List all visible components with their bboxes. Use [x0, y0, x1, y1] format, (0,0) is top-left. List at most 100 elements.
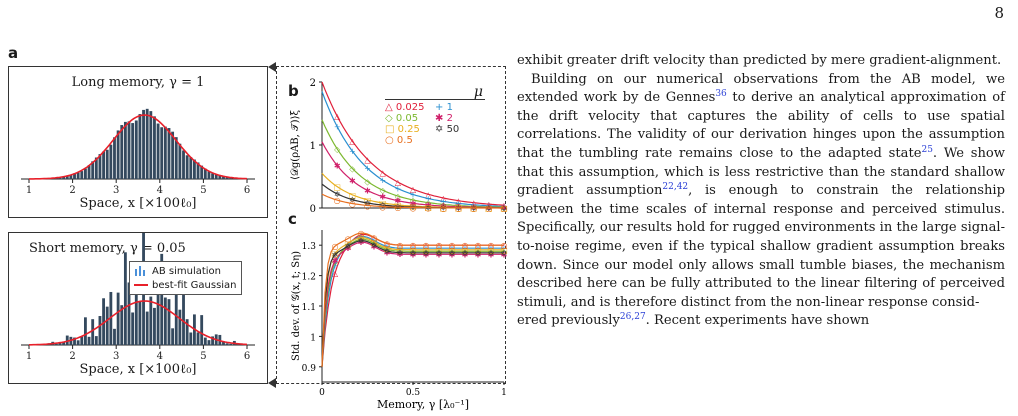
panel-b-marker: △ [364, 155, 371, 164]
hist-bar [189, 332, 193, 345]
panel-c-marker: ○ [371, 233, 378, 242]
panel-c-marker: □ [357, 234, 365, 243]
panel-b-marker: △ [425, 190, 432, 199]
panel-b-marker: ◇ [364, 177, 371, 186]
panel-b-marker: + [364, 164, 371, 173]
panel-b-marker: ✱ [410, 199, 417, 208]
panel-c-marker: ✡ [345, 242, 352, 251]
panel-b-marker: ○ [425, 204, 432, 212]
hist-bar [73, 173, 76, 179]
hist-bar [200, 165, 204, 179]
hist-bar [196, 332, 200, 345]
panel-c-label: c [288, 210, 297, 228]
hist-bar [145, 108, 149, 179]
ref-22-42[interactable]: 22,42 [662, 182, 689, 193]
hist-bar [134, 288, 138, 345]
hist-bar [116, 130, 120, 179]
hist-bar [98, 316, 102, 345]
mu-legend-marker: ○ [385, 135, 394, 146]
hist-bar [123, 252, 127, 345]
panel-b-marker: ✱ [334, 161, 341, 170]
mu-legend-item: + 1 [435, 102, 453, 113]
panel-b-marker: ✱ [440, 202, 447, 211]
hist-bar [142, 109, 145, 179]
ref-26-27[interactable]: 26,27 [619, 312, 646, 323]
hist-bar [222, 176, 225, 179]
panel-b-marker: ✱ [349, 177, 356, 186]
hist-bar [193, 159, 196, 179]
panel-b-ylabel: ⟨𝒟g(ρAB, 𝒯)⟩ξ [290, 110, 301, 180]
panel-b-marker: ◇ [410, 196, 417, 205]
hist-bar [102, 298, 105, 345]
ref-36[interactable]: 36 [715, 89, 727, 100]
hist-bar [185, 155, 189, 179]
mu-legend-marker: □ [385, 124, 395, 135]
hist-bar [87, 336, 91, 345]
hist-bar [156, 123, 160, 179]
mu-legend-marker: ✱ [435, 113, 444, 124]
panel-c-marker: + [488, 244, 495, 253]
hist-bar [58, 177, 62, 179]
hist-bottom-xlabel: Space, x [×100ℓ₀] [79, 362, 197, 377]
hist-bar [160, 253, 164, 345]
hist-tick-label: 2 [69, 185, 75, 196]
hist-bar [214, 174, 218, 179]
hist-bar [91, 161, 95, 179]
mu-legend-label: 50 [443, 124, 460, 135]
hist-bar [94, 157, 98, 179]
panel-c-marker: + [371, 236, 378, 245]
hist-bar [218, 175, 222, 179]
panel-b-marker: ◇ [349, 164, 356, 173]
hist-bar [203, 168, 207, 179]
ref-25[interactable]: 25 [921, 144, 933, 155]
panel-c-marker: □ [396, 246, 404, 255]
hist-bar [182, 150, 185, 179]
sim-bars-icon [135, 266, 145, 276]
panel-c-marker: ✱ [371, 242, 378, 251]
panel-a-label: a [8, 44, 19, 62]
panel-b-marker: △ [334, 112, 341, 121]
panel-c-marker: ✱ [397, 250, 404, 259]
hist-tick-label: 6 [244, 185, 250, 196]
panel-c-marker: ✡ [462, 249, 469, 258]
hist-tick-label: 2 [69, 351, 75, 362]
panel-b-marker: △ [410, 185, 417, 194]
hist-bar [127, 282, 131, 345]
panel-b-marker: □ [364, 196, 372, 205]
panel-b-marker: △ [486, 200, 493, 209]
panel-c-marker: + [397, 244, 404, 253]
panel-c-marker: ○ [462, 241, 469, 250]
panel-b-marker: ○ [394, 203, 401, 212]
panel-c-marker: + [436, 244, 443, 253]
body-text: exhibit greater drift velocity than pred… [517, 52, 1005, 331]
panel-c-marker: □ [474, 246, 482, 255]
panel-c-marker: ○ [410, 241, 417, 250]
panel-b-plot: 012⟨𝒟g(ρAB, 𝒯)⟩ξ △△△△△△△ △ △ △ △ △++++++ + + + + + +… [290, 78, 508, 212]
panel-b-marker: ○ [410, 204, 417, 212]
panel-c-marker: □ [422, 246, 430, 255]
panel-b-marker: □ [333, 183, 341, 192]
panel-c-marker: □ [331, 249, 339, 258]
panel-c-marker: ◇ [384, 245, 391, 254]
mu-legend-item: ○ 0.5 [385, 135, 413, 146]
hist-bar [207, 340, 211, 345]
panel-c-marker: ✡ [488, 249, 495, 258]
panel-c-marker: ○ [475, 241, 482, 250]
panel-b-marker: ◇ [440, 200, 447, 209]
panel-b-marker: ✱ [364, 186, 371, 195]
mu-legend-marker: △ [385, 102, 393, 113]
panel-c-marker: ○ [384, 239, 391, 248]
mu-legend-marker: ◇ [385, 113, 393, 124]
panel-c-marker: □ [409, 246, 417, 255]
hist-bar [113, 137, 116, 179]
panel-b-marker: ✡ [334, 190, 341, 199]
panel-c-marker: ◇ [462, 247, 469, 256]
panel-b-marker: ◇ [334, 145, 341, 154]
hist-bar [178, 143, 182, 179]
panel-c-marker: ✱ [475, 250, 482, 259]
panel-c-series-line [321, 236, 504, 367]
panel-c-marker: ○ [397, 241, 404, 250]
panel-c-marker: + [462, 244, 469, 253]
panel-b-marker: △ [471, 199, 478, 208]
mu-legend-label: 0.025 [392, 102, 425, 113]
